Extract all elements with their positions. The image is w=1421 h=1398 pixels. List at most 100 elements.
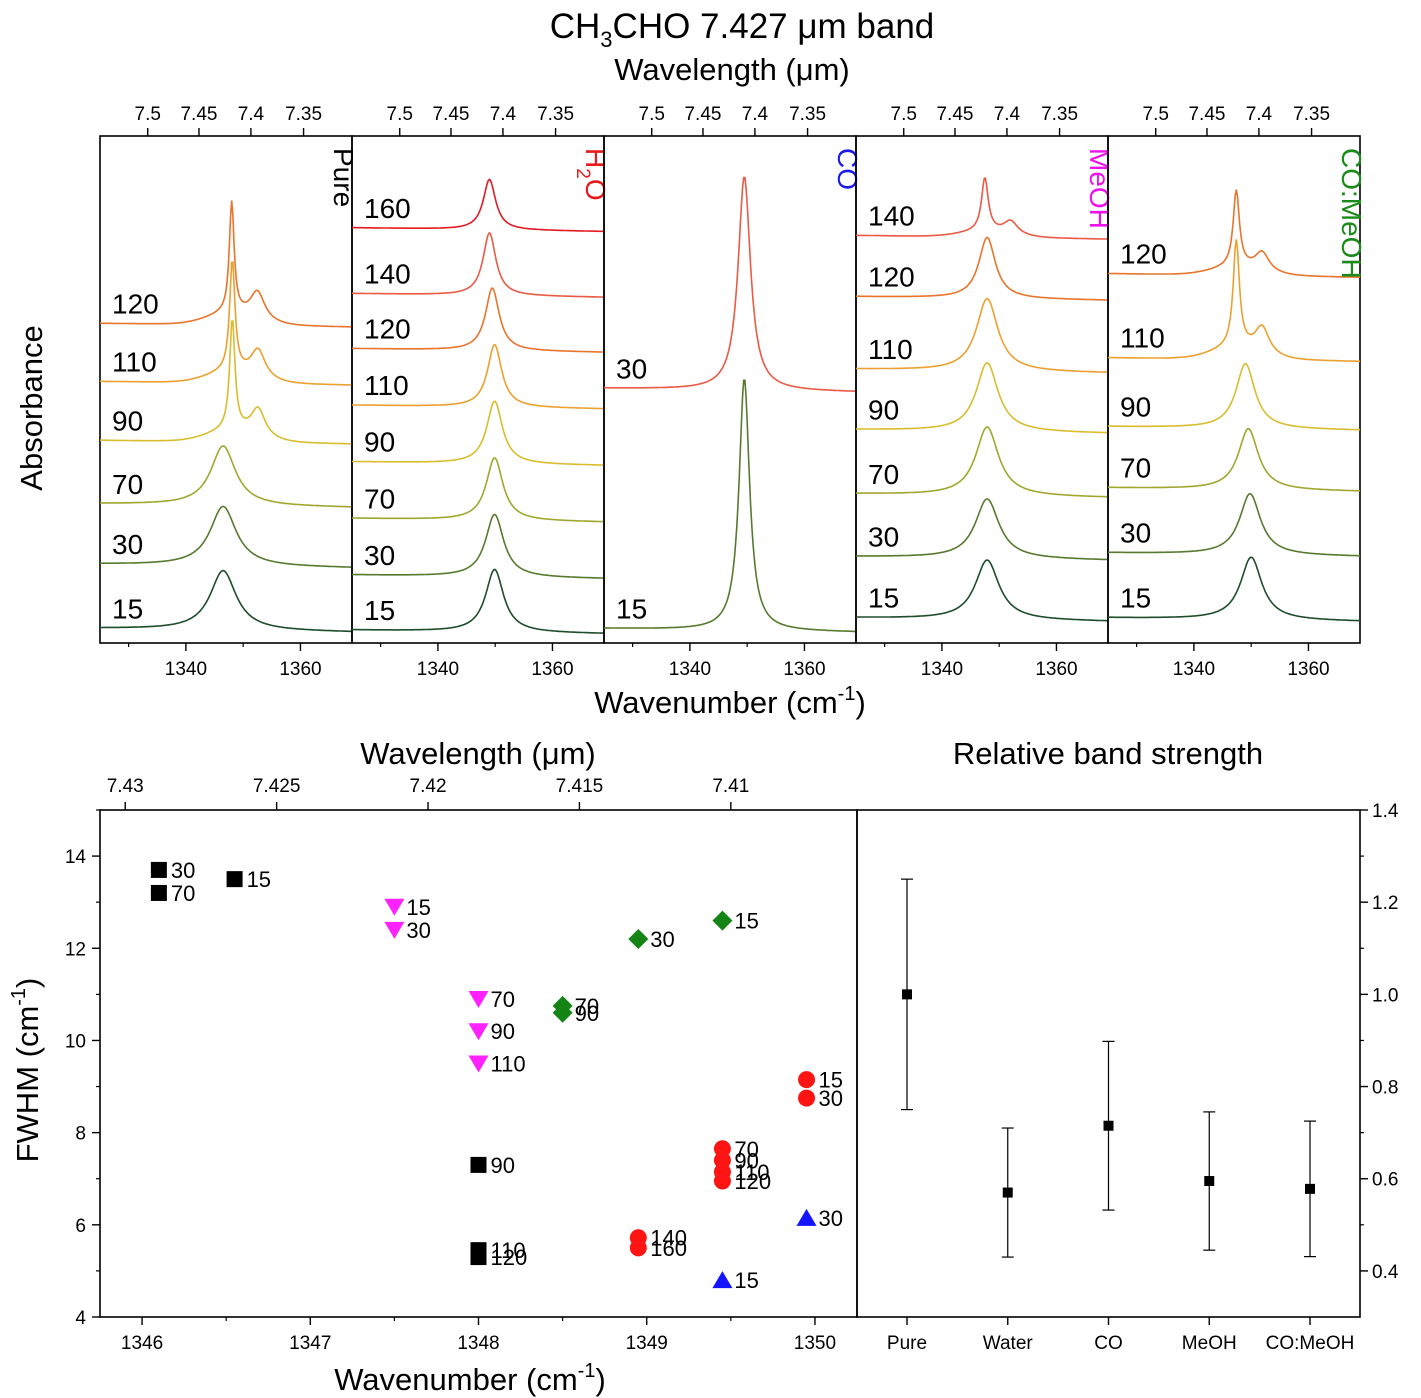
spectrum-30 — [604, 176, 856, 392]
fwhm-y-tick-label: 6 — [75, 1216, 86, 1237]
spectrum-70 — [100, 445, 352, 508]
strength-y-tick-label: 1.0 — [1372, 985, 1398, 1006]
fwhm-top-tick-label: 7.41 — [712, 776, 749, 797]
spectrum-temp-label: 110 — [364, 370, 409, 401]
top-tick-label: 7.4 — [1246, 104, 1273, 125]
spectra-panels: 1340 1360 7.5 7.45 7.4 7.35 15 30 70 90 110 120 Pure… — [99, 104, 1367, 680]
spectrum-temp-label: 110 — [1120, 323, 1165, 354]
panel-label-3: MeOH — [1084, 148, 1115, 229]
strength-y-tick-label: 0.8 — [1372, 1078, 1398, 1099]
point-label: 90 — [575, 1001, 599, 1026]
spectrum-90 — [352, 400, 604, 466]
spectrum-90 — [1108, 362, 1360, 431]
spectrum-temp-label: 30 — [364, 540, 395, 571]
point-label: 15 — [734, 909, 758, 934]
panel-label-1: H2O — [572, 148, 611, 201]
marker-triangle-down — [468, 990, 489, 1008]
fwhm-wavenumber-axis-title: Wavenumber (cm-1) — [334, 1360, 606, 1397]
strength-y-tick-label: 0.4 — [1372, 1262, 1399, 1283]
spectrum-temp-label: 120 — [1120, 239, 1167, 270]
fwhm-top-tick-label: 7.425 — [253, 776, 301, 797]
top-tick-label: 7.45 — [684, 104, 721, 125]
spectrum-30 — [1108, 492, 1360, 557]
top-tick-label: 7.45 — [432, 104, 469, 125]
spectrum-110 — [352, 344, 604, 410]
spectrum-30 — [100, 505, 352, 568]
marker-circle — [798, 1071, 816, 1089]
top-tick-label: 7.5 — [135, 104, 161, 125]
marker-circle — [629, 1239, 647, 1257]
spectrum-temp-label: 70 — [868, 459, 899, 490]
spectrum-140 — [856, 177, 1109, 240]
spectrum-15 — [856, 559, 1108, 622]
fwhm-top-tick-label: 7.415 — [556, 776, 604, 797]
spectrum-110 — [100, 261, 353, 386]
spectrum-90 — [100, 320, 352, 445]
fwhm-top-tick-label: 7.42 — [410, 776, 447, 797]
spectrum-70 — [856, 426, 1108, 498]
point-label: 15 — [819, 1068, 843, 1093]
top-tick-label: 7.35 — [537, 104, 574, 125]
spectrum-temp-label: 90 — [112, 405, 143, 436]
point-label: 30 — [406, 918, 430, 943]
spectrum-15 — [604, 379, 856, 633]
strength-y-tick-label: 1.4 — [1372, 801, 1399, 822]
point-label: 30 — [819, 1206, 843, 1231]
x-tick-label: 1360 — [1287, 659, 1329, 680]
marker-square — [470, 1249, 487, 1266]
top-wavenumber-axis-title: Wavenumber (cm-1) — [594, 683, 866, 720]
top-tick-label: 7.35 — [1293, 104, 1330, 125]
marker-square — [150, 861, 167, 878]
spectrum-120 — [856, 236, 1109, 301]
fwhm-y-tick-label: 14 — [65, 847, 87, 868]
point-label: 120 — [491, 1245, 528, 1270]
marker-triangle-up — [712, 1271, 733, 1289]
spectrum-temp-label: 120 — [112, 288, 159, 319]
figure-title: CH3CHO 7.427 μm band — [550, 7, 935, 52]
strength-point — [1204, 1176, 1215, 1187]
spectrum-temp-label: 140 — [364, 259, 411, 290]
spectrum-temp-label: 90 — [1120, 392, 1151, 423]
point-label: 160 — [650, 1236, 687, 1261]
fwhm-y-tick-label: 4 — [75, 1308, 86, 1329]
fwhm-y-tick-label: 12 — [65, 939, 86, 960]
marker-square — [150, 884, 167, 901]
strength-y-tick-label: 0.6 — [1372, 1170, 1398, 1191]
spectrum-temp-label: 160 — [364, 193, 411, 224]
spectrum-temp-label: 90 — [364, 427, 395, 458]
strength-point — [1103, 1120, 1114, 1131]
spectrum-70 — [352, 457, 604, 523]
spectrum-temp-label: 30 — [112, 529, 143, 560]
spectrum-temp-label: 120 — [364, 314, 411, 345]
marker-diamond — [552, 1002, 573, 1023]
fwhm-x-tick-label: 1348 — [457, 1333, 499, 1354]
panel-label-2: CO — [832, 148, 863, 190]
x-tick-label: 1360 — [531, 659, 573, 680]
point-label: 110 — [734, 1160, 769, 1185]
spectrum-temp-label: 120 — [868, 262, 915, 293]
point-label: 70 — [575, 994, 599, 1019]
spectrum-30 — [352, 513, 604, 579]
strength-point — [1002, 1187, 1013, 1198]
top-tick-label: 7.4 — [994, 104, 1021, 125]
spectrum-temp-label: 30 — [616, 353, 647, 384]
spectrum-temp-label: 15 — [868, 583, 899, 614]
point-label: 30 — [650, 927, 674, 952]
top-tick-label: 7.4 — [490, 104, 517, 125]
spectrum-140 — [352, 231, 604, 298]
x-tick-label: 1360 — [279, 659, 321, 680]
point-label: 110 — [491, 1238, 526, 1263]
fwhm-x-tick-label: 1349 — [626, 1333, 668, 1354]
point-label: 140 — [650, 1226, 687, 1251]
fwhm-plot: 1346 1347 1348 1349 1350 4 6 8 10 12 14 7.43 7.425 7.… — [65, 776, 858, 1354]
marker-square — [470, 1156, 487, 1173]
spectrum-15 — [100, 569, 353, 633]
x-tick-label: 1360 — [1035, 659, 1077, 680]
strength-point — [902, 989, 912, 1000]
spectrum-temp-label: 15 — [1120, 583, 1151, 614]
strength-point — [1305, 1183, 1315, 1194]
absorbance-axis-title: Absorbance — [14, 325, 49, 490]
top-tick-label: 7.5 — [1143, 104, 1169, 125]
top-tick-label: 7.45 — [1188, 104, 1225, 125]
marker-square — [226, 871, 243, 888]
